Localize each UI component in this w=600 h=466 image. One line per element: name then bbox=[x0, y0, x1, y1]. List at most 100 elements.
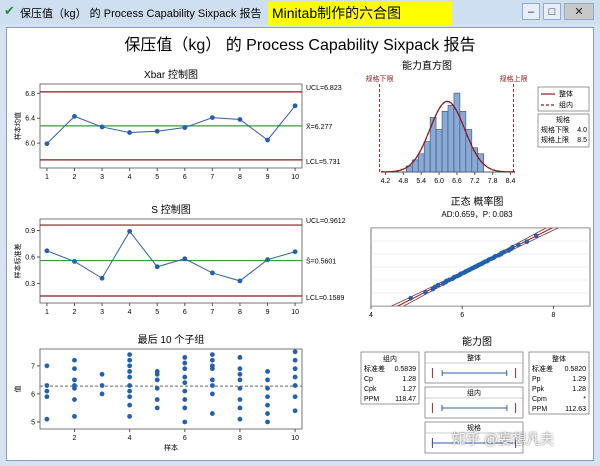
xbar-point bbox=[237, 117, 243, 122]
overall-stats-box-row-value: 1.29 bbox=[572, 376, 586, 383]
spec-row-value: 4.0 bbox=[577, 127, 587, 134]
capbar-label: 整体 bbox=[467, 353, 481, 362]
last10-point bbox=[44, 416, 50, 422]
last10-point bbox=[209, 352, 215, 358]
xbar-point bbox=[292, 103, 298, 109]
within-stats-box-row-value: 1.28 bbox=[402, 376, 416, 383]
overall-stats-box-row-value: 0.5820 bbox=[565, 366, 587, 373]
s-chart-point bbox=[292, 249, 298, 255]
legend-frame bbox=[537, 86, 590, 112]
s-chart-point bbox=[72, 259, 77, 264]
xbar-ytick-label: 6.0 bbox=[25, 141, 35, 148]
normal-point bbox=[408, 295, 413, 301]
last10-point bbox=[209, 383, 215, 388]
capbar-label: 规格 bbox=[467, 423, 481, 432]
normal-xtick-label: 6 bbox=[460, 312, 464, 319]
close-button[interactable]: ✕ bbox=[564, 3, 594, 20]
minimize-button[interactable]: – bbox=[522, 3, 540, 20]
last10-ytick-label: 5 bbox=[31, 419, 35, 426]
within-stats-box-row-label: Cpk bbox=[364, 386, 377, 393]
s-chart-point bbox=[127, 228, 133, 234]
xbar-title: Xbar 控制图 bbox=[144, 68, 198, 81]
lsl-label: 规格下限 bbox=[366, 74, 394, 83]
last10-xtick-label: 8 bbox=[238, 435, 242, 442]
capbar-panel: 整体 bbox=[424, 351, 524, 384]
normal-point bbox=[524, 239, 530, 245]
overall-stats-box-row-label: PPM bbox=[532, 406, 547, 413]
last10-point bbox=[127, 402, 133, 408]
s-chart-ytick-label: 0.6 bbox=[25, 255, 35, 262]
hist-xtick-label: 7.8 bbox=[488, 178, 498, 185]
xbar-point bbox=[44, 141, 50, 147]
last10-point bbox=[72, 383, 77, 388]
s-chart-lcl-label: LCL=0.1589 bbox=[306, 295, 344, 302]
last10-xtick-label: 6 bbox=[183, 435, 187, 442]
last10-point bbox=[209, 363, 215, 369]
overall-stats-box-frame bbox=[528, 351, 590, 415]
xbar-point bbox=[99, 124, 105, 130]
last10-point bbox=[292, 408, 298, 414]
normal-point bbox=[533, 233, 539, 239]
s-chart-xtick-label: 7 bbox=[210, 309, 214, 316]
last10-frame bbox=[39, 348, 303, 430]
xbar-ytick-label: 6.4 bbox=[25, 116, 35, 123]
hist-xtick-label: 4.8 bbox=[398, 178, 408, 185]
overall-stats-box-row-value: * bbox=[583, 396, 586, 403]
last10-ytick-label: 6 bbox=[31, 391, 35, 398]
xbar-xtick-label: 7 bbox=[210, 174, 214, 181]
xbar-point bbox=[72, 113, 77, 119]
last10-point bbox=[182, 366, 188, 372]
last10-point bbox=[209, 357, 215, 363]
hist-bar bbox=[453, 92, 461, 173]
spec-row-label: 规格下限 bbox=[541, 125, 569, 134]
capbar-panel: 规格 bbox=[424, 421, 524, 454]
last10-point bbox=[182, 380, 188, 386]
last10-point bbox=[44, 394, 50, 400]
xbar-lcl-label: LCL=5.731 bbox=[306, 159, 341, 166]
s-chart-ucl-label: UCL=0.9612 bbox=[306, 218, 346, 225]
hist-bar bbox=[441, 111, 449, 173]
last10-point bbox=[237, 377, 243, 383]
xbar-xtick-label: 3 bbox=[100, 174, 104, 181]
s-chart-ytick-label: 0.3 bbox=[25, 281, 35, 288]
s-chart-point bbox=[99, 275, 105, 281]
xbar-point bbox=[154, 128, 160, 134]
overall-stats-box-row-label: Ppk bbox=[532, 386, 545, 393]
hist-xtick-label: 7.2 bbox=[470, 178, 480, 185]
last10-point bbox=[154, 369, 160, 374]
capbar-frame bbox=[424, 421, 524, 454]
xbar-xtick-label: 1 bbox=[45, 174, 49, 181]
s-chart-xtick-label: 5 bbox=[155, 309, 159, 316]
last10-point bbox=[127, 374, 133, 380]
last10-point bbox=[72, 413, 77, 419]
last10-point bbox=[265, 394, 270, 400]
graph-area: 保压值（kg） 的 Process Capability Sixpack 报告 X… bbox=[6, 27, 594, 461]
last10-point bbox=[154, 397, 160, 402]
banner-label: Minitab制作的六合图 bbox=[268, 1, 452, 25]
last10-point bbox=[99, 383, 105, 388]
hist-xtick-label: 4.2 bbox=[381, 178, 391, 185]
xbar-xtick-label: 2 bbox=[73, 174, 77, 181]
legend-overall-label: 整体 bbox=[559, 89, 573, 98]
hist-bar bbox=[417, 153, 425, 173]
s-chart-series-line bbox=[46, 230, 296, 282]
last10-point bbox=[127, 383, 133, 388]
last10-point bbox=[237, 355, 243, 360]
last10-point bbox=[99, 371, 105, 377]
maximize-button[interactable]: □ bbox=[543, 3, 561, 20]
last10-point bbox=[182, 405, 188, 411]
capbar-frame bbox=[424, 386, 524, 419]
last10-point bbox=[182, 397, 188, 402]
s-chart-xtick-label: 8 bbox=[238, 309, 242, 316]
xbar-series-line bbox=[46, 105, 296, 145]
xbar-xtick-label: 9 bbox=[266, 174, 270, 181]
xbar-point bbox=[127, 130, 133, 135]
s-chart-point bbox=[209, 270, 215, 276]
s-chart-point bbox=[154, 264, 160, 270]
last10-point bbox=[127, 394, 133, 400]
within-stats-box-row-value: 0.5839 bbox=[395, 366, 417, 373]
usl-label: 规格上限 bbox=[500, 74, 528, 83]
normal-title: 正态 概率图 bbox=[451, 195, 504, 208]
sixpack-chart: 保压值（kg） 的 Process Capability Sixpack 报告 X… bbox=[13, 36, 591, 454]
capbar-label: 组内 bbox=[467, 388, 481, 397]
